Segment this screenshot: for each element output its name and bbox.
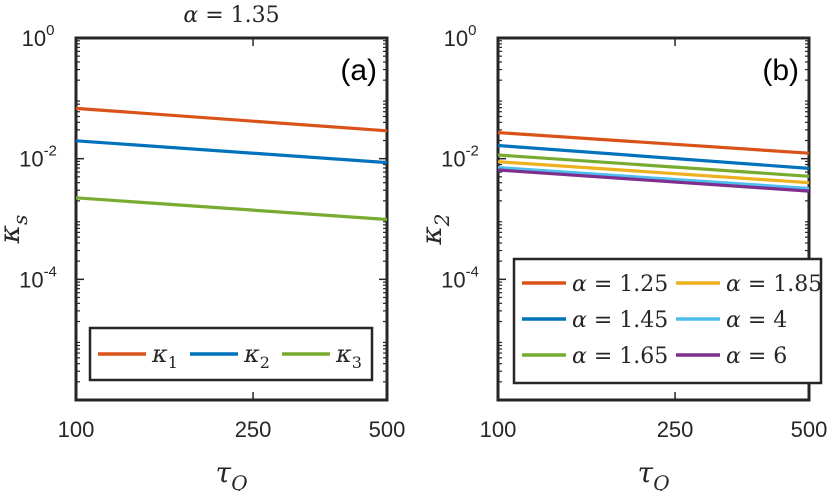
x-label-subscript: Q [231, 471, 247, 491]
x-tick-label: 250 [657, 417, 694, 442]
x-tick-label: 100 [480, 417, 517, 442]
y-tick-exponent: 0 [468, 22, 476, 39]
legend-alpha: α [572, 308, 587, 333]
y-tick-base: 10 [19, 267, 43, 292]
legend-subscript: 1 [168, 353, 178, 372]
legend-entry: κ2 [243, 340, 270, 372]
legend-subscript: 2 [260, 353, 270, 372]
y-tick-label: 10-4 [441, 263, 479, 292]
panel-label: (b) [762, 54, 799, 87]
y-tick-exponent: -4 [44, 263, 57, 280]
legend-alpha: α [726, 272, 741, 297]
series-line-3 [497, 153, 810, 178]
y-axis-label: κ2 [415, 213, 454, 245]
legend-value: = 1.25 [587, 272, 668, 297]
legend-entry: α = 1.45 [572, 308, 668, 333]
x-label-subscript: Q [653, 471, 669, 491]
legend-value: = 1.65 [587, 344, 668, 369]
legend-entry: κ3 [335, 340, 362, 372]
legend-entry: α = 4 [726, 308, 787, 333]
x-axis-label: τQ [216, 456, 248, 491]
legend-alpha: α [726, 308, 741, 333]
legend-value: = 1.45 [587, 308, 668, 333]
y-tick-label: 100 [22, 22, 55, 51]
legend-entry: α = 1.65 [572, 344, 668, 369]
y-label-subscript: 2 [430, 213, 454, 227]
legend-alpha: α [572, 272, 587, 297]
series-line-4 [497, 160, 810, 185]
y-tick-exponent: -2 [466, 143, 479, 160]
x-tick-label: 100 [58, 417, 95, 442]
y-tick-base: 10 [19, 147, 43, 172]
series-line-5 [497, 166, 810, 191]
legend-entry: α = 6 [726, 344, 787, 369]
title-alpha: α [183, 3, 198, 28]
series-line-2 [497, 143, 810, 170]
series-line-3 [75, 196, 388, 222]
y-tick-label: 100 [444, 22, 477, 51]
legend-value: = 4 [741, 308, 787, 333]
y-label-kappa: κ [0, 225, 26, 244]
x-label-tau: τ [216, 456, 232, 489]
x-tick-label: 500 [369, 417, 406, 442]
legend-alpha: α [726, 344, 741, 369]
chart-title: α = 1.35 [183, 3, 279, 28]
y-tick-label: 10-4 [19, 263, 57, 292]
y-tick-base: 10 [441, 267, 465, 292]
x-axis-label: τQ [638, 456, 670, 491]
series-line-2 [75, 139, 388, 165]
legend-box [512, 257, 823, 385]
panel-label: (a) [340, 54, 377, 87]
y-tick-base: 10 [22, 26, 46, 51]
legend-alpha: α [572, 344, 587, 369]
legend-value: = 6 [741, 344, 787, 369]
legend-entry: κ1 [151, 340, 178, 372]
x-tick-label: 250 [235, 417, 272, 442]
y-tick-base: 10 [441, 147, 465, 172]
y-tick-label: 10-2 [19, 143, 57, 172]
y-label-subscript: s [8, 215, 32, 225]
series-line-1 [75, 106, 388, 133]
y-tick-label: 10-2 [441, 143, 479, 172]
legend-kappa: κ [335, 340, 352, 368]
legend-entry: α = 1.25 [572, 272, 668, 297]
y-axis-label: κs [0, 215, 32, 245]
x-label-tau: τ [638, 456, 654, 489]
legend-kappa: κ [151, 340, 168, 368]
title-value: = 1.35 [198, 3, 279, 28]
y-tick-base: 10 [444, 26, 468, 51]
series-line-6 [497, 168, 810, 193]
x-tick-label: 500 [791, 417, 828, 442]
y-tick-exponent: -4 [466, 263, 479, 280]
y-label-kappa: κ [415, 226, 448, 245]
legend-entry: α = 1.85 [726, 272, 822, 297]
legend-kappa: κ [243, 340, 260, 368]
legend-subscript: 3 [352, 353, 362, 372]
series-line-1 [497, 131, 810, 155]
legend-value: = 1.85 [741, 272, 822, 297]
y-tick-exponent: 0 [46, 22, 54, 39]
y-tick-exponent: -2 [44, 143, 57, 160]
